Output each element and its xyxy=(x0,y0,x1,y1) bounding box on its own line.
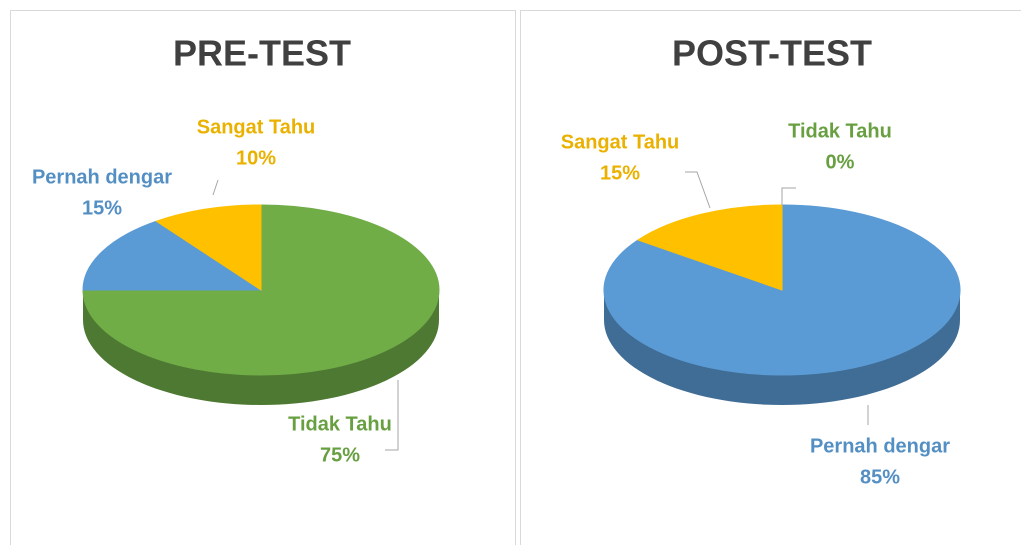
slice-label: Pernah dengar xyxy=(810,435,950,457)
slice-value: 15% xyxy=(82,197,122,219)
slice-label: Tidak Tahu xyxy=(788,120,892,142)
slice-value: 75% xyxy=(320,444,360,466)
slice-value: 10% xyxy=(236,147,276,169)
slice xyxy=(636,204,783,291)
slice-value: 85% xyxy=(860,466,900,488)
slice-side xyxy=(83,290,439,405)
slice xyxy=(82,204,440,376)
leader-line xyxy=(781,187,796,205)
slice xyxy=(82,220,263,291)
leader-line xyxy=(212,179,219,196)
leader-line xyxy=(385,380,399,451)
panel xyxy=(520,10,1021,545)
leader-line xyxy=(685,171,711,209)
slice-label: Pernah dengar xyxy=(32,166,172,188)
slice-label: Sangat Tahu xyxy=(561,131,680,153)
chart-title: PRE-TEST xyxy=(173,33,351,74)
slice xyxy=(155,204,262,291)
slice xyxy=(603,204,961,376)
slice-value: 0% xyxy=(826,151,855,173)
chart-title: POST-TEST xyxy=(672,33,872,74)
slice-label: Tidak Tahu xyxy=(288,413,392,435)
slice-value: 15% xyxy=(600,162,640,184)
slice-side xyxy=(604,290,960,405)
panel xyxy=(10,10,516,545)
slice-label: Sangat Tahu xyxy=(197,116,316,138)
